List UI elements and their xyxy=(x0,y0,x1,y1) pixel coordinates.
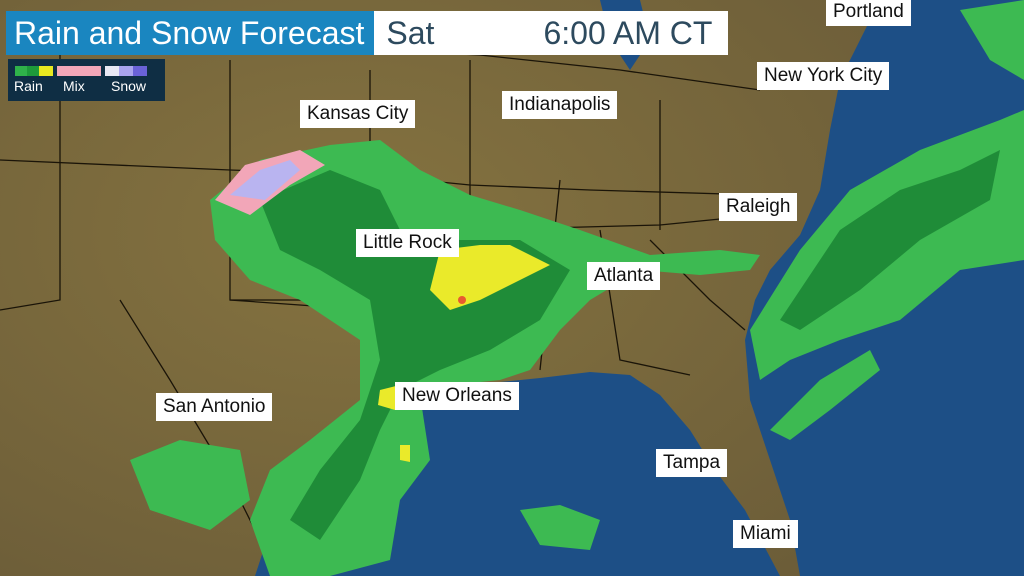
city-label-portland: Portland xyxy=(826,0,911,26)
forecast-header: Rain and Snow Forecast Sat 6:00 AM CT xyxy=(6,11,729,55)
city-label-new-york-city: New York City xyxy=(757,62,890,90)
legend-swatches xyxy=(15,66,147,76)
city-label-raleigh: Raleigh xyxy=(719,193,798,221)
legend-rain: Rain xyxy=(14,78,43,94)
forecast-clock: 6:00 AM CT xyxy=(543,15,713,51)
precip-legend: Rain Mix Snow xyxy=(8,59,165,101)
city-label-san-antonio: San Antonio xyxy=(156,393,273,421)
forecast-time: Sat 6:00 AM CT xyxy=(374,11,729,55)
city-label-tampa: Tampa xyxy=(656,449,728,477)
legend-mix: Mix xyxy=(63,78,85,94)
city-label-atlanta: Atlanta xyxy=(587,262,661,290)
city-label-new-orleans: New Orleans xyxy=(395,382,519,410)
city-label-little-rock: Little Rock xyxy=(356,229,459,257)
city-label-indianapolis: Indianapolis xyxy=(502,91,618,119)
city-label-kansas-city: Kansas City xyxy=(300,100,416,128)
city-label-miami: Miami xyxy=(733,520,798,548)
forecast-title: Rain and Snow Forecast xyxy=(6,11,375,55)
legend-snow: Snow xyxy=(111,78,147,94)
precipitation xyxy=(130,0,1024,576)
forecast-day: Sat xyxy=(386,15,435,51)
